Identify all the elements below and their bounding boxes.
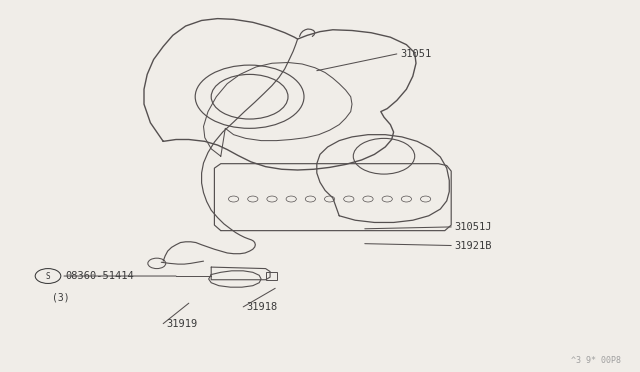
Text: 31921B: 31921B [454, 241, 492, 250]
Text: ^3 9* 00P8: ^3 9* 00P8 [571, 356, 621, 365]
Text: (3): (3) [52, 293, 70, 302]
Text: S: S [45, 272, 51, 280]
Text: 08360-51414: 08360-51414 [65, 271, 134, 281]
Text: 31918: 31918 [246, 302, 278, 312]
Bar [266, 272, 277, 280]
Text: 31051J: 31051J [454, 222, 492, 232]
Text: 31051: 31051 [400, 49, 431, 59]
Text: 31919: 31919 [166, 319, 198, 328]
